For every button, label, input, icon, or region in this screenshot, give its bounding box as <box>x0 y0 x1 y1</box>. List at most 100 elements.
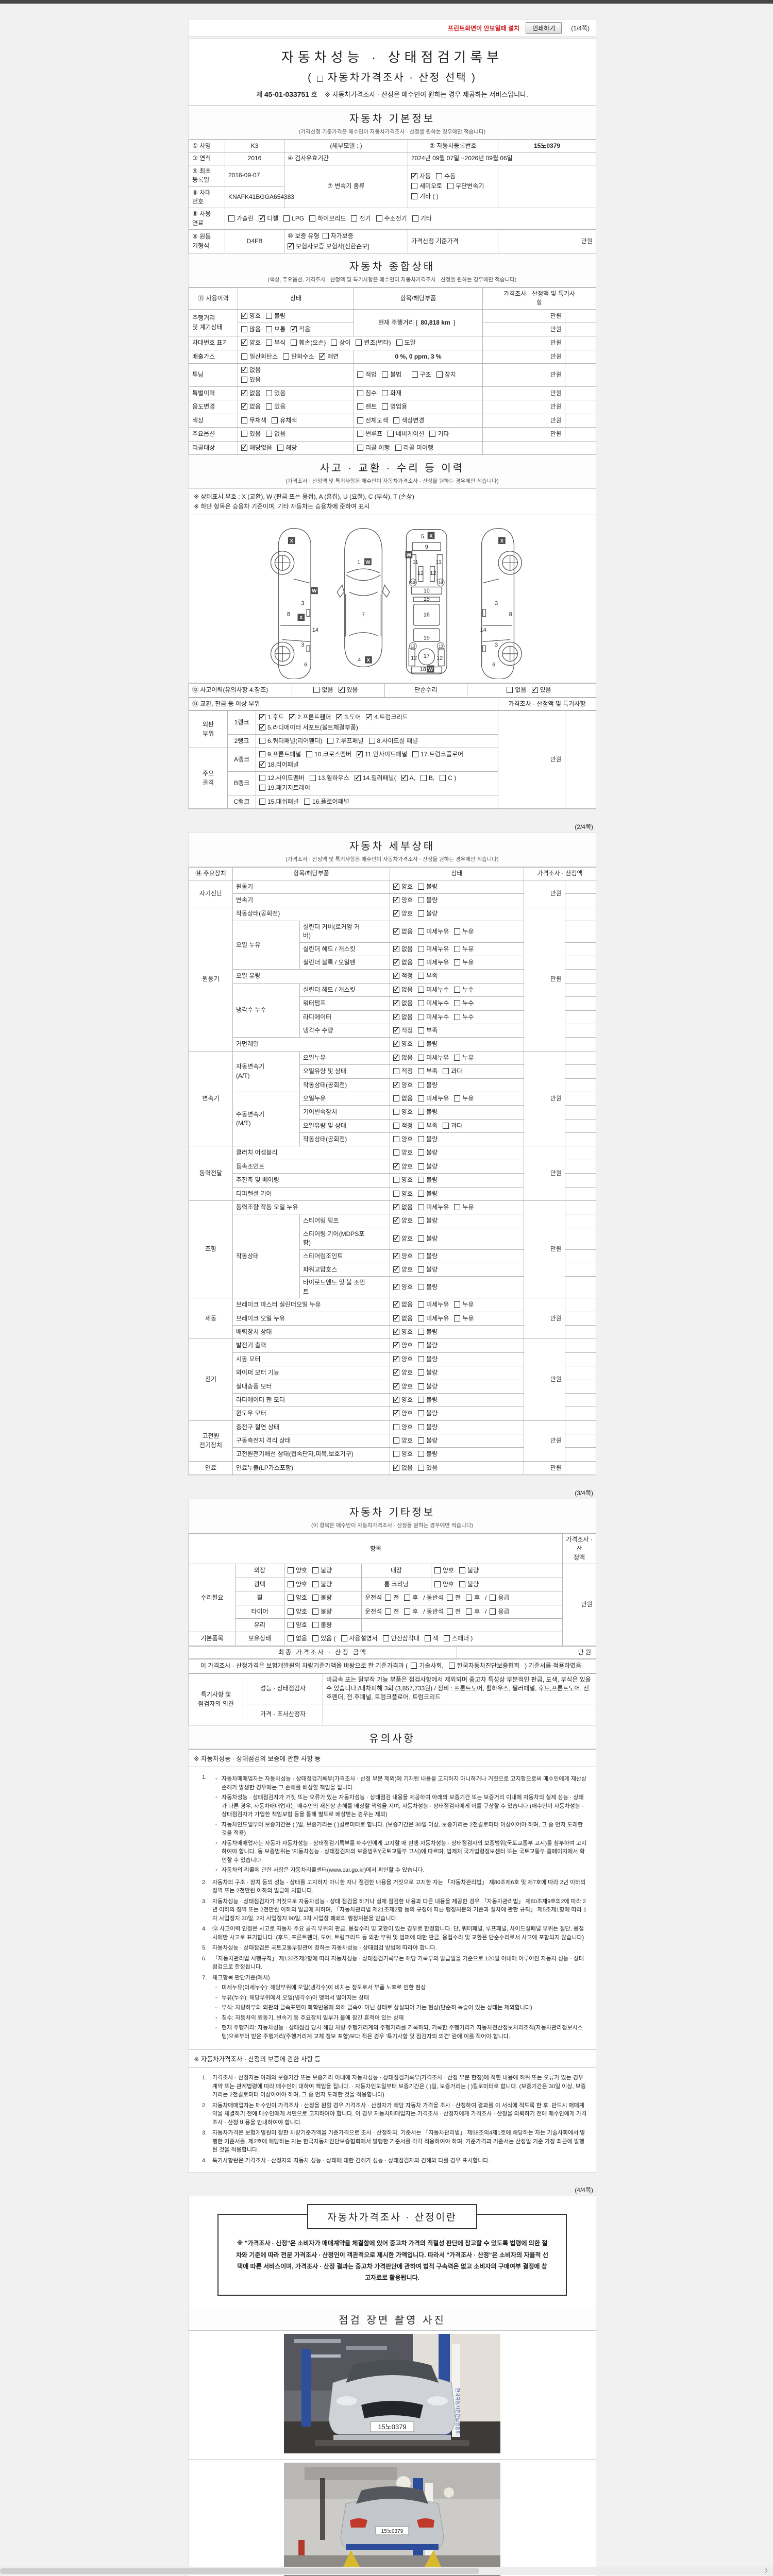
checkbox-unchecked[interactable] <box>418 1315 425 1321</box>
checkbox-option[interactable]: 양호 <box>288 1594 307 1602</box>
checkbox-option[interactable]: 무단변속기 <box>447 182 484 191</box>
checkbox-option[interactable]: 스패너 ) <box>443 1634 473 1643</box>
checkbox-unchecked[interactable] <box>454 1013 461 1020</box>
checkbox-option[interactable]: 양호 <box>393 894 413 906</box>
checkbox-checked[interactable] <box>393 1025 400 1036</box>
checkbox-option[interactable]: 18.리어패널 <box>259 759 299 770</box>
checkbox-option[interactable]: 잭 <box>424 1634 439 1643</box>
checkbox-option[interactable]: 리콜 미이행 <box>395 444 433 452</box>
checkbox-unchecked[interactable] <box>418 1068 425 1075</box>
checkbox-option[interactable]: 있음 <box>338 684 358 696</box>
checkbox-option[interactable]: 미세누수 <box>418 986 449 994</box>
checkbox-option[interactable]: 양호 <box>393 1326 413 1337</box>
checkbox-option[interactable]: 양호 <box>393 1408 413 1419</box>
checkbox-unchecked[interactable] <box>393 1423 400 1430</box>
checkbox-checked[interactable] <box>393 1408 400 1419</box>
checkbox-option[interactable]: 3.도어 <box>336 711 361 723</box>
checkbox-checked[interactable] <box>393 1353 400 1364</box>
checkbox-option[interactable]: 부족 <box>418 1122 438 1130</box>
checkbox-checked[interactable] <box>393 1011 400 1022</box>
checkbox-unchecked[interactable] <box>447 1595 453 1601</box>
checkbox-option[interactable]: B, <box>420 774 434 783</box>
checkbox-option[interactable]: 없음 <box>393 1299 413 1310</box>
checkbox-checked[interactable] <box>357 749 363 760</box>
checkbox-checked[interactable] <box>393 1367 400 1378</box>
checkbox-option[interactable]: 전기 <box>351 214 371 223</box>
checkbox-option[interactable]: 과다 <box>443 1122 462 1130</box>
checkbox-unchecked[interactable] <box>434 1567 441 1574</box>
checkbox-option[interactable]: 누유 <box>454 1300 474 1309</box>
checkbox-option[interactable]: 없음 <box>393 997 413 1009</box>
checkbox-option[interactable]: 미세누유 <box>418 1314 449 1323</box>
checkbox-option[interactable]: 구조 <box>411 370 431 379</box>
checkbox-option[interactable]: 보험사보증 보험사[신한손보] <box>288 241 369 251</box>
checkbox-option[interactable]: 미세누유 <box>418 1094 449 1103</box>
checkbox-unchecked[interactable] <box>447 1608 453 1615</box>
checkbox-option[interactable]: 누유 <box>454 1203 474 1212</box>
checkbox-checked[interactable] <box>259 711 266 723</box>
checkbox-unchecked[interactable] <box>266 403 273 410</box>
checkbox-option[interactable]: 후 <box>404 1607 418 1616</box>
checkbox-option[interactable]: 누유 <box>454 1314 474 1323</box>
checkbox-option[interactable]: 없음 <box>393 1462 413 1473</box>
checkbox-unchecked[interactable] <box>228 215 234 222</box>
checkbox-unchecked[interactable] <box>385 1595 392 1601</box>
checkbox-unchecked[interactable] <box>443 1122 449 1129</box>
checkbox-unchecked[interactable] <box>356 340 362 346</box>
checkbox-unchecked[interactable] <box>418 1000 425 1007</box>
checkbox-option[interactable]: 디젤 <box>259 213 278 224</box>
checkbox-checked[interactable] <box>291 324 297 335</box>
checkbox-option[interactable]: 안전삼각대 <box>382 1634 419 1643</box>
checkbox-option[interactable]: 양호 <box>288 1607 307 1616</box>
checkbox-unchecked[interactable] <box>357 371 363 378</box>
checkbox-option[interactable]: 불량 <box>418 1265 438 1274</box>
checkbox-unchecked[interactable] <box>454 959 461 965</box>
checkbox-option[interactable]: 미세누유 <box>418 1300 449 1309</box>
checkbox-option[interactable]: 불량 <box>266 312 285 320</box>
checkbox-option[interactable]: 양호 <box>393 1176 413 1184</box>
checkbox-option[interactable]: 해당없음 <box>241 442 272 453</box>
checkbox-option[interactable]: 양호 <box>288 1580 307 1589</box>
checkbox-option[interactable]: 양호 <box>393 1423 413 1432</box>
checkbox-checked[interactable] <box>393 1079 400 1090</box>
checkbox-unchecked[interactable] <box>418 1041 425 1047</box>
checkbox-option[interactable]: 없음 <box>393 957 413 968</box>
checkbox-option[interactable]: 불법 <box>382 370 401 379</box>
checkbox-unchecked[interactable] <box>424 1635 431 1642</box>
checkbox-option[interactable]: 자가보증 <box>322 232 354 241</box>
checkbox-unchecked[interactable] <box>393 1109 400 1115</box>
checkbox-option[interactable]: 누유 <box>454 927 474 936</box>
checkbox-option[interactable]: 16.플로어패널 <box>304 798 349 806</box>
checkbox-option[interactable]: 불량 <box>418 1396 438 1404</box>
checkbox-unchecked[interactable] <box>418 1355 425 1362</box>
checkbox-unchecked[interactable] <box>259 785 265 791</box>
checkbox-option[interactable]: 양호 <box>393 908 413 919</box>
checkbox-unchecked[interactable] <box>304 798 310 805</box>
checkbox-unchecked[interactable] <box>266 390 273 397</box>
checkbox-checked[interactable] <box>336 711 343 723</box>
checkbox-option[interactable]: 10.크로스멤버 <box>306 750 351 759</box>
checkbox-option[interactable]: 불량 <box>418 1135 438 1144</box>
checkbox-option[interactable]: 미세누유 <box>418 927 449 936</box>
checkbox-unchecked[interactable] <box>277 444 284 451</box>
checkbox-option[interactable]: 응급 <box>490 1594 510 1602</box>
checkbox-unchecked[interactable] <box>283 353 290 360</box>
checkbox-checked[interactable] <box>393 1052 400 1063</box>
checkbox-option[interactable]: 2.프론트휀더 <box>289 711 331 723</box>
checkbox-option[interactable]: 적정 <box>393 1122 413 1130</box>
checkbox-unchecked[interactable] <box>418 1177 425 1183</box>
checkbox-option[interactable]: 한국자동차진단보증협회 <box>448 1662 519 1670</box>
print-install-link[interactable]: 프린트화면이 안보일때 설치 <box>447 25 520 32</box>
checkbox-unchecked[interactable] <box>396 340 402 346</box>
checkbox-option[interactable]: 도말 <box>396 338 416 347</box>
checkbox-checked[interactable] <box>393 1215 400 1226</box>
checkbox-option[interactable]: 불량 <box>418 883 438 891</box>
checkbox-unchecked[interactable] <box>357 390 363 397</box>
checkbox-unchecked[interactable] <box>418 1266 425 1273</box>
checkbox-unchecked[interactable] <box>411 371 418 378</box>
checkbox-option[interactable]: 렌트 <box>357 402 377 411</box>
checkbox-option[interactable]: 양호 <box>393 1450 413 1459</box>
checkbox-unchecked[interactable] <box>418 1109 425 1115</box>
checkbox-unchecked[interactable] <box>418 1464 425 1471</box>
checkbox-unchecked[interactable] <box>418 973 425 979</box>
